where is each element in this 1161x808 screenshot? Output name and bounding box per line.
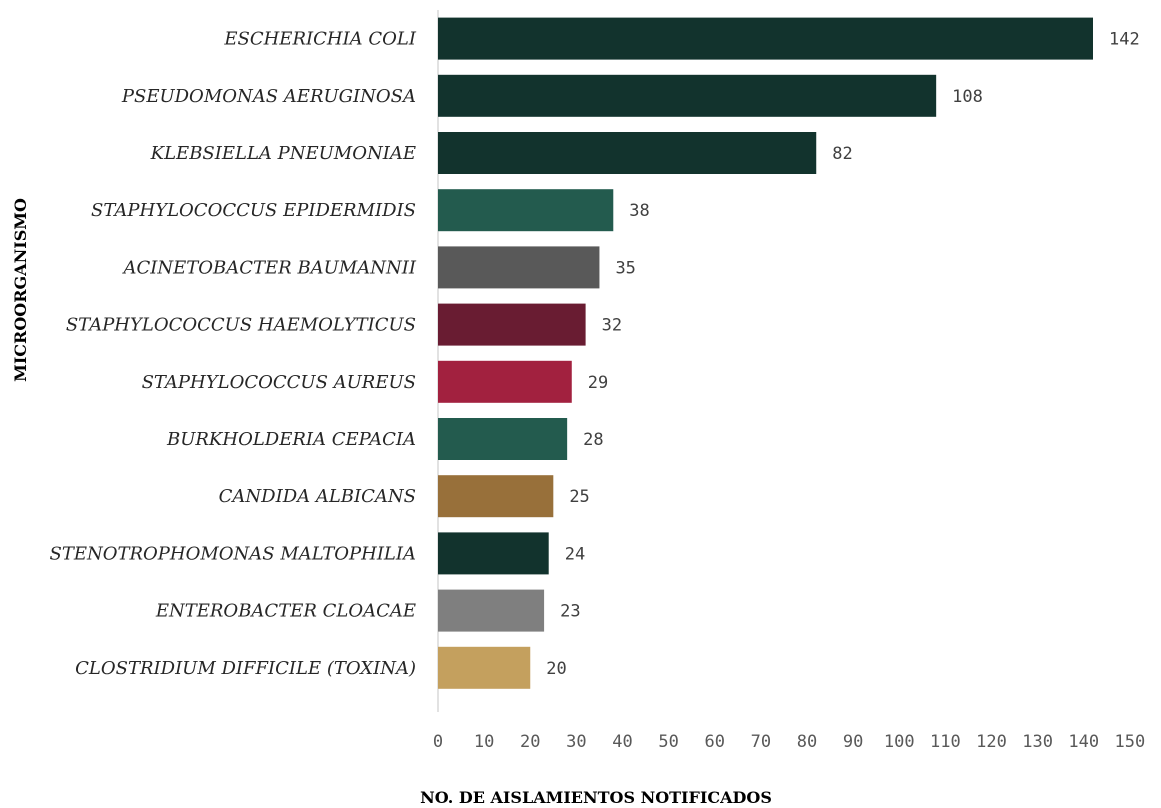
bar (438, 246, 600, 289)
data-label: 29 (588, 373, 608, 393)
value-labels: 142 108 82 38 35 32 29 28 25 24 23 20 (546, 30, 1139, 679)
bar (438, 303, 586, 346)
x-tick-label: 60 (705, 732, 725, 752)
category-label: PSEUDOMONAS AERUGINOSA (121, 86, 416, 107)
bar (438, 418, 568, 460)
x-tick-label: 130 (1022, 732, 1053, 752)
data-label: 35 (615, 258, 635, 278)
y-axis-title: MICROORGANISMO (11, 198, 30, 382)
x-tick-label: 100 (884, 732, 915, 752)
data-label: 20 (546, 659, 566, 679)
data-label: 82 (832, 144, 852, 164)
x-tick-label: 150 (1115, 732, 1146, 752)
category-label: STAPHYLOCOCCUS AUREUS (142, 372, 416, 393)
data-label: 142 (1109, 30, 1140, 50)
bar (438, 532, 549, 575)
bars-group (438, 17, 1093, 689)
category-label: STENOTROPHOMONAS MALTOPHILIA (49, 543, 416, 564)
x-axis-title: NO. DE AISLAMIENTOS NOTIFICADOS (420, 788, 772, 807)
x-tick-label: 140 (1068, 732, 1099, 752)
bar (438, 475, 554, 518)
category-label: CANDIDA ALBICANS (219, 486, 416, 507)
x-tick-label: 90 (843, 732, 863, 752)
bar (438, 589, 545, 632)
x-tick-label: 80 (797, 732, 817, 752)
category-label: KLEBSIELLA PNEUMONIAE (150, 143, 416, 164)
category-labels: ESCHERICHIA COLI PSEUDOMONAS AERUGINOSA KL… (49, 29, 416, 679)
x-tick-labels: 0 10 20 30 40 50 60 70 80 90 100 110 120 130 140 150 (433, 732, 1145, 752)
x-tick-label: 50 (658, 732, 678, 752)
data-label: 24 (565, 544, 585, 564)
bar (438, 132, 817, 174)
x-tick-label: 30 (566, 732, 586, 752)
x-tick-label: 110 (930, 732, 961, 752)
bar (438, 360, 572, 403)
data-label: 23 (560, 602, 580, 622)
category-label: ENTEROBACTER CLOACAE (155, 601, 416, 622)
x-tick-label: 10 (474, 732, 494, 752)
category-label: STAPHYLOCOCCUS EPIDERMIDIS (91, 200, 416, 221)
x-tick-label: 120 (976, 732, 1007, 752)
x-tick-label: 20 (520, 732, 540, 752)
bar (438, 17, 1093, 60)
bar (438, 646, 531, 689)
category-label: ACINETOBACTER BAUMANNII (122, 257, 417, 278)
category-label: ESCHERICHIA COLI (223, 29, 417, 50)
x-tick-label: 0 (433, 732, 443, 752)
category-label: STAPHYLOCOCCUS HAEMOLYTICUS (66, 315, 416, 336)
category-label: BURKHOLDERIA CEPACIA (166, 429, 416, 450)
x-tick-label: 70 (751, 732, 771, 752)
category-label: CLOSTRIDIUM DIFFICILE (TOXINA) (75, 658, 416, 679)
data-label: 25 (569, 487, 589, 507)
data-label: 38 (629, 201, 649, 221)
data-label: 108 (952, 87, 983, 107)
data-label: 32 (602, 316, 622, 336)
data-label: 28 (583, 430, 603, 450)
bar (438, 74, 937, 117)
x-tick-label: 40 (612, 732, 632, 752)
bar (438, 189, 614, 232)
